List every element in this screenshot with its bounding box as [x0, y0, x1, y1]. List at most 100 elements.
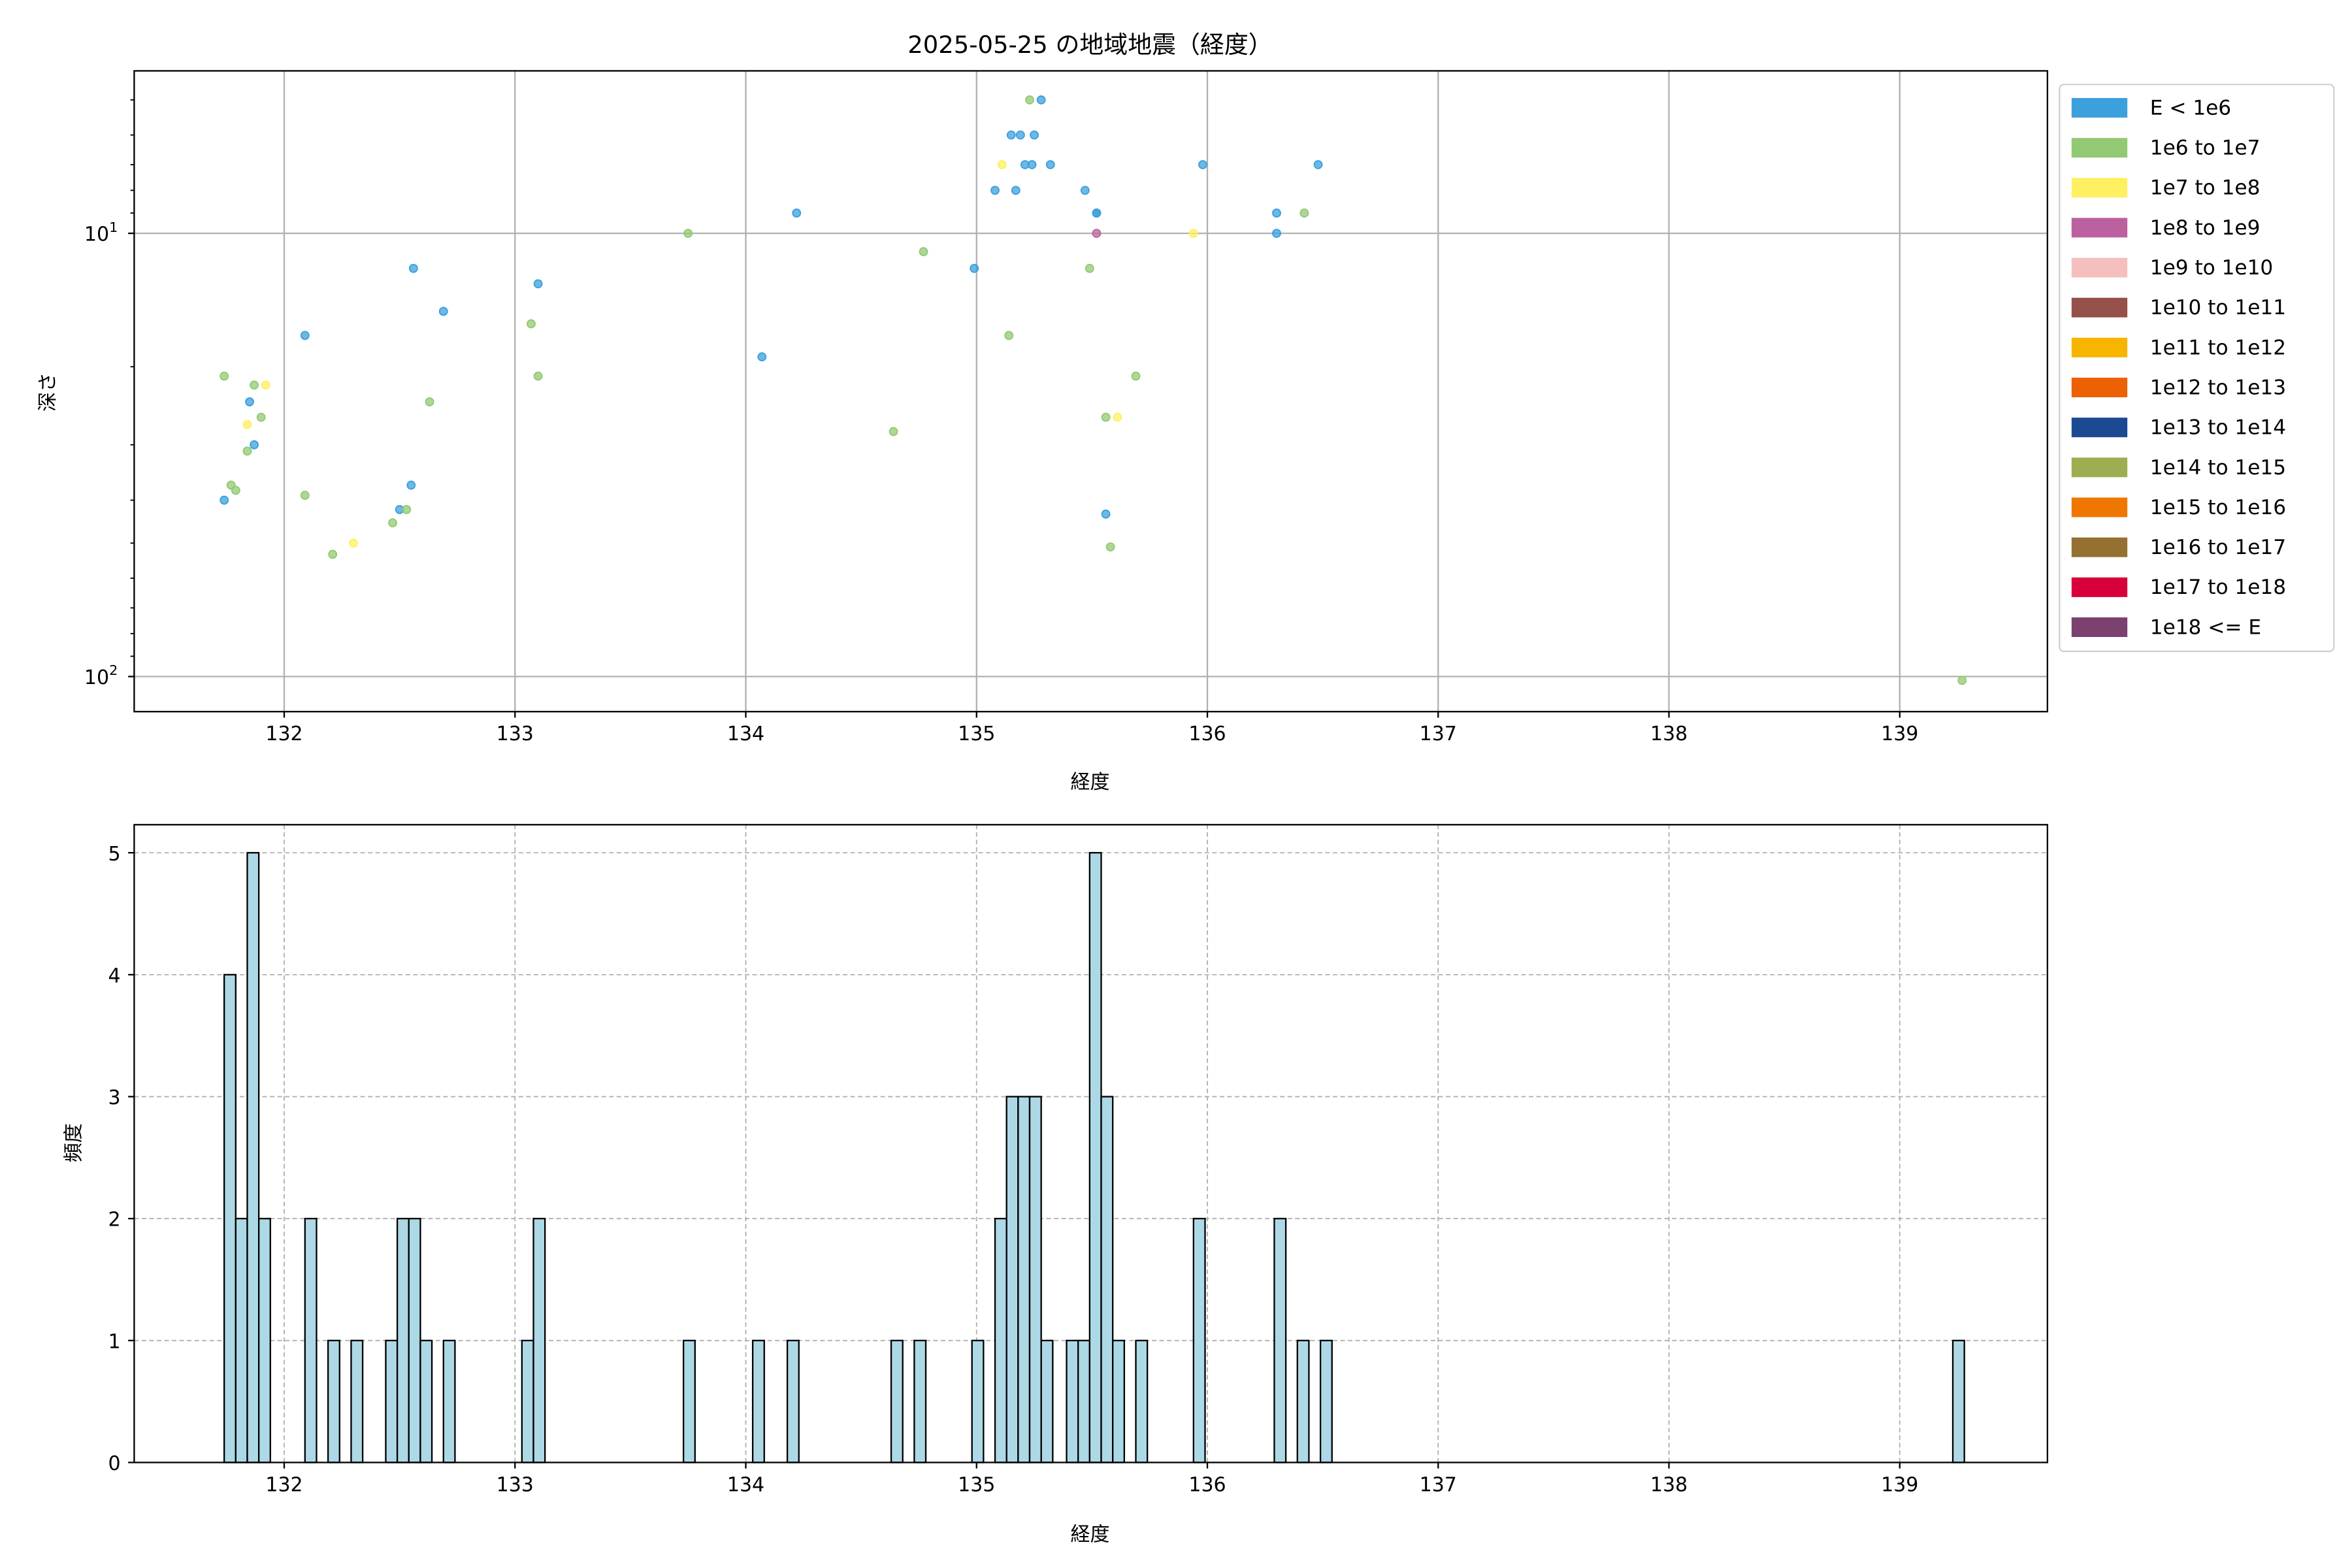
legend-label: 1e13 to 1e14: [2150, 416, 2286, 440]
histogram-bar: [890, 1339, 904, 1463]
histogram-bar: [1077, 1339, 1091, 1463]
histogram-bar: [1273, 1218, 1287, 1463]
histogram-bar: [1100, 1096, 1114, 1463]
scatter-x-axis-label: 経度: [1070, 771, 1109, 794]
scatter-point: [300, 331, 310, 340]
histogram-bar: [442, 1339, 456, 1463]
histogram-y-axis-label: 頻度: [62, 1123, 85, 1162]
histogram-bar: [994, 1218, 1007, 1463]
histogram-bar: [408, 1218, 421, 1463]
histogram-bar: [1066, 1339, 1079, 1463]
histogram-bar: [235, 1218, 248, 1463]
histogram-bar: [1028, 1096, 1042, 1463]
legend-frame: [2059, 84, 2335, 653]
x-tick-label: 137: [1420, 723, 1457, 745]
scatter-point: [1105, 542, 1115, 552]
y-tick-exponent: 2: [109, 662, 118, 678]
scatter-point: [1957, 676, 1967, 685]
histogram-bar: [350, 1339, 364, 1463]
histogram-bar: [223, 973, 237, 1463]
x-tick-label: 136: [1188, 1473, 1226, 1496]
scatter-point: [1101, 412, 1111, 422]
legend-label: 1e16 to 1e17: [2150, 536, 2286, 559]
legend-swatch: [2071, 537, 2128, 557]
legend-label: 1e7 to 1e8: [2150, 176, 2261, 200]
scatter-point: [1092, 208, 1102, 218]
scatter-point: [757, 352, 767, 362]
legend-label: 1e15 to 1e16: [2150, 496, 2286, 519]
scatter-point: [250, 380, 259, 390]
legend-swatch: [2071, 577, 2128, 597]
legend-label: 1e12 to 1e13: [2150, 376, 2286, 399]
histogram-bar: [1017, 1096, 1031, 1463]
legend-label: 1e8 to 1e9: [2150, 216, 2261, 240]
legend-label: 1e10 to 1e11: [2150, 296, 2286, 319]
scatter-y-axis-label: 深さ: [37, 372, 59, 412]
scatter-point: [1313, 160, 1323, 169]
legend-label: 1e9 to 1e10: [2150, 256, 2273, 280]
y-tick-exponent: 1: [109, 220, 118, 235]
x-tick-label: 133: [497, 1473, 534, 1496]
scatter-point: [261, 380, 270, 390]
histogram-bar: [1088, 852, 1102, 1463]
scatter-point: [402, 505, 412, 514]
y-tick-label: 5: [108, 843, 121, 866]
scatter-point: [990, 186, 1000, 195]
scatter-points: [220, 95, 1967, 685]
histogram-bar: [521, 1339, 534, 1463]
y-tick-label: 1: [108, 1330, 121, 1353]
scatter-point: [683, 229, 693, 238]
scatter-point: [1188, 229, 1198, 238]
y-tick-label: 0: [108, 1452, 121, 1475]
scatter-point: [438, 306, 448, 316]
histogram-bar: [396, 1218, 410, 1463]
histogram-bar: [913, 1339, 927, 1463]
legend-swatch: [2071, 98, 2128, 118]
scatter-point: [425, 397, 434, 406]
legend-swatch: [2071, 178, 2128, 198]
scatter-point: [1198, 160, 1207, 169]
scatter-point: [349, 538, 358, 548]
x-tick-label: 132: [265, 1473, 302, 1496]
scatter-point: [250, 440, 259, 449]
histogram-bar: [1952, 1339, 1965, 1463]
scatter-point: [970, 263, 979, 273]
scatter-point: [792, 208, 802, 218]
scatter-point: [256, 412, 266, 422]
scatter-point: [1272, 208, 1281, 218]
scatter-point: [527, 319, 536, 329]
x-tick-label: 133: [497, 723, 534, 745]
scatter-point: [328, 549, 338, 559]
y-tick-label: 101: [84, 220, 118, 246]
x-tick-label: 138: [1650, 1473, 1688, 1496]
scatter-point: [1113, 412, 1122, 422]
scatter-point: [1045, 160, 1055, 169]
legend-swatch: [2071, 457, 2128, 478]
histogram-bar: [1112, 1339, 1125, 1463]
scatter-point: [245, 397, 254, 406]
scatter-point: [1006, 130, 1016, 140]
histogram-bar: [1192, 1218, 1206, 1463]
legend-swatch: [2071, 337, 2128, 357]
scatter-point: [220, 495, 229, 505]
scatter-point: [1004, 331, 1014, 340]
y-tick-label: 3: [108, 1086, 121, 1109]
histogram-bar: [1040, 1339, 1054, 1463]
legend-swatch: [2071, 138, 2128, 158]
x-tick-label: 134: [727, 1473, 764, 1496]
scatter-grid: [134, 71, 2048, 712]
scatter-point: [997, 160, 1007, 169]
legend-swatch: [2071, 417, 2128, 438]
histogram-bar: [1319, 1339, 1333, 1463]
histogram-bar: [1005, 1096, 1019, 1463]
x-tick-label: 137: [1420, 1473, 1457, 1496]
histogram-bar: [786, 1339, 800, 1463]
legend-swatch: [2071, 297, 2128, 318]
scatter-point: [533, 279, 543, 289]
legend-label: 1e11 to 1e12: [2150, 336, 2286, 359]
x-tick-label: 134: [727, 723, 764, 745]
histogram-bar: [682, 1339, 696, 1463]
y-tick-label: 4: [108, 964, 121, 987]
histogram-bar: [971, 1339, 985, 1463]
scatter-point: [1272, 229, 1281, 238]
